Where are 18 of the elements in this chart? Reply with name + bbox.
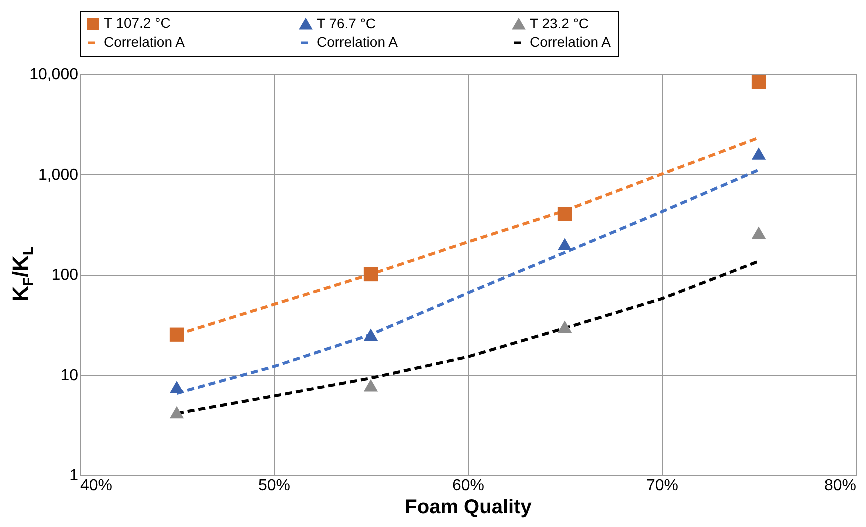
y-tick-label: 1 <box>70 468 79 484</box>
y-tick-label: 1,000 <box>38 166 79 184</box>
legend-label: Correlation A <box>104 34 186 50</box>
x-tick-label: 50% <box>258 478 291 494</box>
x-axis-title: Foam Quality <box>405 496 533 518</box>
x-tick-label: 60% <box>452 478 485 494</box>
legend-label: T 107.2 °C <box>104 15 171 32</box>
legend-label: T 76.7 °C <box>317 15 376 32</box>
legend-label: Correlation A <box>317 34 399 50</box>
x-tick-label: 40% <box>80 478 113 494</box>
x-tick-label: 80% <box>824 478 856 494</box>
legend-label: T 23.2 °C <box>530 15 590 32</box>
y-axis-title: KF/KL <box>8 246 36 302</box>
x-tick-label: 70% <box>646 478 679 494</box>
y-tick-label: 100 <box>52 267 79 284</box>
legend-label: Correlation A <box>530 34 612 50</box>
y-tick-label: 10 <box>60 367 79 384</box>
y-tick-label: 10,000 <box>30 66 79 84</box>
